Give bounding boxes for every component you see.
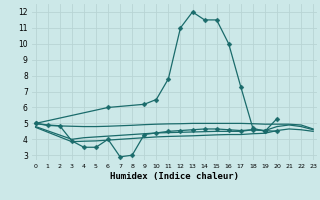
X-axis label: Humidex (Indice chaleur): Humidex (Indice chaleur) (110, 172, 239, 181)
